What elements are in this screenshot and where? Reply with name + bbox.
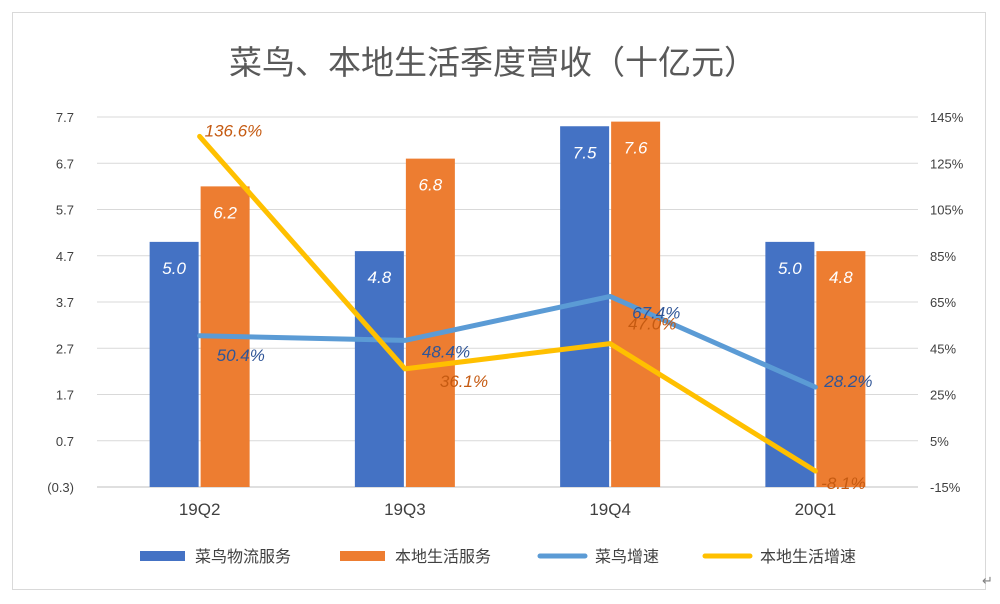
left-tick-label: 6.7 (56, 156, 74, 171)
right-tick-label: 65% (930, 295, 956, 310)
bar-value-label: 7.6 (624, 139, 648, 158)
axes: (0.3) 0.7 1.7 2.7 3.7 4.7 5.7 6.7 7.7 -15% 5% 25% 45… (47, 110, 963, 519)
line-value-label: 36.1% (440, 372, 488, 391)
left-tick-label: 5.7 (56, 203, 74, 218)
legend-label: 本地生活增速 (760, 547, 856, 566)
right-tick-label: 5% (930, 434, 949, 449)
legend-label: 菜鸟物流服务 (195, 547, 291, 566)
bar-value-label: 6.2 (213, 203, 237, 222)
line-value-label: 47.0% (628, 315, 676, 334)
category-label: 19Q2 (179, 500, 221, 519)
legend: 菜鸟物流服务 本地生活服务 菜鸟增速 本地生活增速 (140, 547, 856, 566)
bar (405, 158, 455, 487)
line-value-label: -8.1% (821, 474, 865, 493)
legend-swatch (140, 551, 185, 561)
right-tick-label: 105% (930, 203, 964, 218)
line-value-label: 28.2% (823, 372, 872, 391)
left-tick-label: 3.7 (56, 295, 74, 310)
category-label: 19Q3 (384, 500, 426, 519)
right-tick-label: 45% (930, 341, 956, 356)
category-label: 20Q1 (795, 500, 837, 519)
bar-value-label: 5.0 (778, 259, 802, 278)
bar-value-label: 5.0 (162, 259, 186, 278)
legend-swatch (340, 551, 385, 561)
bar-value-label: 7.5 (573, 143, 597, 162)
line-value-label: 136.6% (205, 121, 263, 140)
return-mark: ↵ (982, 574, 993, 589)
category-label: 19Q4 (589, 500, 631, 519)
data-labels: 5.0 4.8 7.5 5.0 6.2 6.8 7.6 4.8 50.4% 48.4% 67.4% 2… (162, 121, 872, 493)
line-value-label: 67.4% (632, 303, 680, 322)
bar-value-label: 4.8 (368, 268, 392, 287)
left-tick-label: 2.7 (56, 341, 74, 356)
bars (149, 121, 866, 487)
left-tick-label: 7.7 (56, 110, 74, 125)
bar (149, 241, 199, 487)
right-tick-label: -15% (930, 480, 961, 495)
right-tick-label: 85% (930, 249, 956, 264)
legend-label: 菜鸟增速 (595, 547, 659, 566)
chart-title: 菜鸟、本地生活季度营收（十亿元） (229, 43, 757, 82)
bar (765, 241, 815, 487)
left-tick-label: 0.7 (56, 434, 74, 449)
right-tick-label: 145% (930, 110, 964, 125)
left-tick-label: 4.7 (56, 249, 74, 264)
right-tick-label: 125% (930, 156, 964, 171)
legend-label: 本地生活服务 (395, 547, 491, 566)
bar-value-label: 6.8 (419, 176, 443, 195)
bar-value-label: 4.8 (829, 268, 853, 287)
left-tick-label: (0.3) (47, 480, 74, 495)
series-line (197, 133, 818, 474)
line-value-label: 48.4% (422, 342, 470, 361)
bar (611, 121, 661, 487)
right-tick-label: 25% (930, 388, 956, 403)
line-value-label: 50.4% (217, 346, 265, 365)
left-tick-label: 1.7 (56, 388, 74, 403)
series-line (197, 293, 818, 390)
lines (197, 133, 818, 474)
bar (354, 251, 404, 487)
bar (816, 251, 866, 487)
